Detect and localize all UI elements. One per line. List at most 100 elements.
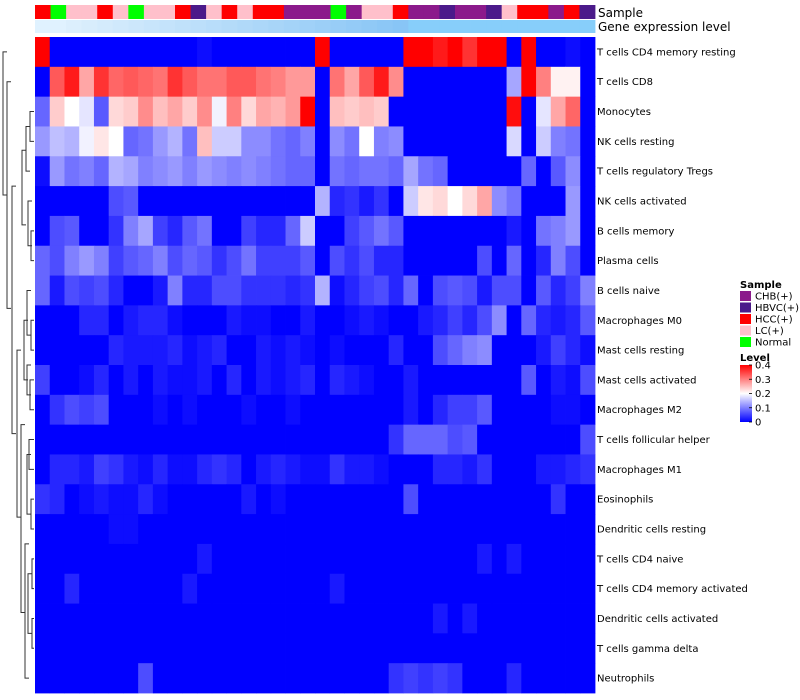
heatmap-cell (359, 37, 375, 68)
heatmap-cell (108, 96, 124, 127)
heatmap-cell (521, 633, 537, 664)
heatmap-cell (403, 245, 419, 276)
heatmap-cell (270, 514, 286, 545)
heatmap-cell (35, 245, 51, 276)
heatmap-cell (521, 96, 537, 127)
heatmap-cell (138, 365, 154, 396)
gene-expression-annotation-cell (268, 20, 285, 33)
heatmap-cell (373, 454, 390, 485)
heatmap-cell (270, 305, 286, 336)
dendrogram-branch (23, 319, 28, 381)
heatmap-cell (108, 66, 124, 98)
heatmap-cell (462, 424, 478, 455)
heatmap-cell (226, 335, 242, 366)
heatmap-cell (270, 454, 286, 485)
heatmap-cell (329, 305, 345, 336)
heatmap-cell (285, 156, 301, 187)
heatmap-cell (49, 365, 65, 396)
heatmap-cell (359, 275, 375, 306)
heatmap-cell (521, 454, 537, 485)
heatmap-cell (49, 37, 65, 68)
heatmap-cell (373, 543, 390, 575)
heatmap-cell (108, 37, 124, 68)
gene-expression-annotation-cell (97, 20, 114, 33)
heatmap-cell (182, 543, 198, 575)
heatmap-cell (79, 573, 95, 604)
heatmap-cell (226, 633, 242, 664)
heatmap-cell (447, 305, 463, 336)
sample-annotation-cell (159, 5, 176, 19)
row-label: T cells regulatory Tregs (596, 167, 713, 178)
level-legend: Level 0.4 0.3 0.2 0.1 0 (740, 353, 771, 429)
heatmap-cell (93, 454, 110, 485)
heatmap-cell (447, 215, 463, 247)
row-label: Neutrophils (597, 674, 654, 685)
gene-expression-annotation-cell (579, 20, 596, 33)
heatmap-cell (270, 245, 286, 276)
sample-annotation-cell (299, 5, 316, 19)
heatmap-cell (580, 156, 596, 187)
heatmap-cell (138, 394, 154, 426)
heatmap-cell (315, 484, 331, 515)
heatmap-cell (285, 573, 301, 604)
heatmap-cell (152, 156, 169, 187)
heatmap-cell (447, 275, 463, 306)
heatmap-cell (197, 424, 213, 455)
heatmap-cell (211, 484, 227, 515)
heatmap-cell (182, 335, 198, 366)
heatmap-cell (300, 305, 316, 336)
heatmap-cell (373, 186, 390, 217)
heatmap-cell (123, 126, 139, 157)
heatmap-cell (432, 335, 449, 366)
heatmap-cell (197, 663, 213, 694)
heatmap-cell (285, 454, 301, 485)
gene-expression-annotation-cell (377, 20, 394, 33)
heatmap-cell (64, 126, 80, 157)
heatmap-cell (447, 245, 463, 276)
heatmap-cell (211, 335, 227, 366)
heatmap-cell (462, 633, 478, 664)
heatmap-cell (285, 96, 301, 127)
heatmap-cell (388, 484, 404, 515)
heatmap-cell (49, 514, 65, 545)
heatmap-cell (418, 305, 434, 336)
heatmap-cell (418, 573, 434, 604)
heatmap-cell (211, 126, 227, 157)
heatmap-cell (123, 37, 139, 68)
heatmap-cell (138, 126, 154, 157)
heatmap-cell (536, 66, 552, 98)
heatmap-cell (432, 126, 449, 157)
heatmap-cell (418, 215, 434, 247)
heatmap-cell (93, 514, 110, 545)
heatmap-cell (432, 245, 449, 276)
heatmap-cell (315, 514, 331, 545)
heatmap-cell (152, 305, 169, 336)
sample-annotation-cell (408, 5, 425, 19)
heatmap-cell (270, 156, 286, 187)
heatmap-cell (477, 663, 493, 694)
heatmap-cell (123, 484, 139, 515)
heatmap-cell (329, 186, 345, 217)
row-label: Eosinophils (597, 495, 653, 506)
heatmap-cell (506, 454, 522, 485)
heatmap-cell (580, 186, 596, 217)
heatmap-cell (123, 633, 139, 664)
sample-annotation-cell (330, 5, 347, 19)
heatmap-cell (226, 305, 242, 336)
heatmap-cell (108, 186, 124, 217)
heatmap-cell (403, 365, 419, 396)
heatmap-cell (241, 126, 257, 157)
heatmap-cell (403, 633, 419, 664)
heatmap-cell (403, 543, 419, 575)
heatmap-cell (477, 484, 493, 515)
heatmap-cell (491, 37, 507, 68)
heatmap-cell (138, 454, 154, 485)
heatmap-cell (315, 454, 331, 485)
heatmap-cell (477, 215, 493, 247)
heatmap-cell (462, 484, 478, 515)
heatmap-cell (373, 365, 390, 396)
heatmap-cell (403, 514, 419, 545)
heatmap-cell (270, 365, 286, 396)
sample-annotation-cell (81, 5, 98, 19)
gene-expression-annotation-cell (392, 20, 409, 33)
